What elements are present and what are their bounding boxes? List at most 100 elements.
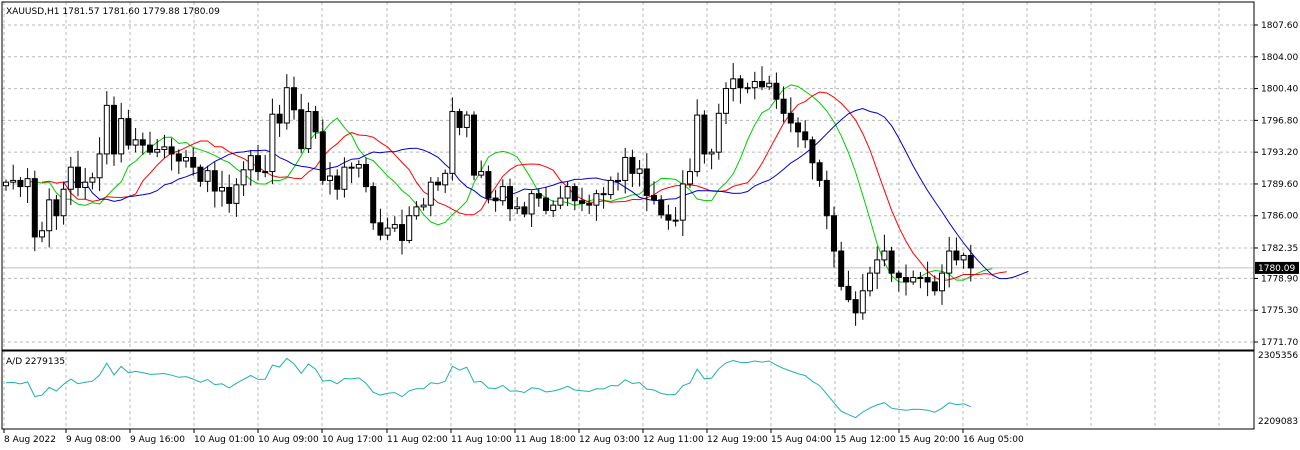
time-tick-label: 15 Aug 04:00 (771, 435, 832, 445)
candle (377, 222, 384, 236)
indicator-tick-label: 2305356 (1258, 351, 1298, 361)
current-price-label: 1780.09 (1258, 264, 1295, 274)
candle (852, 299, 859, 314)
time-tick-label: 8 Aug 2022 (4, 435, 56, 445)
candle (348, 166, 355, 169)
candle (737, 78, 744, 89)
price-axis: 1807.60 1804.00 1800.40 1796.80 1793.20 1789.… (1254, 21, 1299, 348)
candle (888, 250, 895, 274)
candle (492, 197, 499, 202)
candle (449, 111, 456, 174)
candle (305, 111, 312, 150)
candle (571, 186, 578, 202)
candle (82, 181, 89, 188)
candle (967, 254, 974, 269)
candle (291, 87, 297, 111)
candle (89, 177, 96, 183)
candle (651, 194, 657, 201)
candle (759, 81, 765, 88)
time-tick-label: 11 Aug 10:00 (451, 435, 512, 445)
main-grid (2, 2, 1254, 350)
candle (485, 171, 492, 199)
candle (543, 197, 549, 211)
price-tick-label: 1804.00 (1261, 53, 1298, 63)
candle (10, 179, 17, 183)
candle (197, 166, 204, 182)
candle (139, 139, 146, 146)
time-tick-label: 16 Aug 05:00 (963, 435, 1024, 445)
candle (168, 146, 175, 155)
time-tick-label: 12 Aug 19:00 (707, 435, 768, 445)
candle (247, 155, 254, 171)
candle (456, 111, 463, 128)
candle (478, 171, 485, 176)
candle (795, 122, 801, 133)
current-price-box (1255, 261, 1299, 274)
candle (859, 290, 866, 314)
candle (550, 204, 557, 211)
time-tick-label: 10 Aug 17:00 (322, 435, 383, 445)
candle (420, 204, 427, 208)
candle (895, 272, 902, 279)
candle (679, 183, 686, 221)
candle (643, 168, 650, 196)
candle (355, 164, 362, 169)
candle (161, 146, 168, 151)
candle (39, 230, 45, 238)
candle (103, 104, 110, 155)
candle (413, 206, 420, 217)
candle (564, 186, 571, 199)
candle (521, 206, 528, 215)
candle (903, 277, 909, 283)
candle (557, 197, 564, 206)
price-tick-label: 1778.90 (1261, 274, 1298, 284)
ma-red-line (41, 91, 1007, 282)
indicator-plot-frame (1, 350, 1255, 430)
time-tick-label: 10 Aug 09:00 (258, 435, 319, 445)
candle (427, 181, 434, 206)
candle (931, 281, 938, 292)
candle (787, 112, 794, 124)
candle (463, 114, 470, 128)
candle (471, 114, 477, 176)
candle (17, 179, 24, 188)
candle (593, 193, 600, 206)
candle (96, 153, 103, 179)
candle (370, 186, 377, 224)
candle (24, 178, 31, 188)
candle (298, 109, 305, 150)
candle (240, 169, 247, 186)
time-tick-label: 15 Aug 20:00 (899, 435, 960, 445)
candle (802, 131, 809, 141)
candle (636, 168, 643, 174)
candle (845, 285, 852, 301)
candle (607, 179, 614, 196)
candle (910, 277, 917, 283)
price-tick-label: 1771.70 (1261, 338, 1298, 348)
candle (3, 181, 9, 187)
candle (773, 82, 780, 100)
indicator-grid (3, 351, 1220, 429)
candle (283, 87, 290, 124)
time-tick-label: 11 Aug 02:00 (387, 435, 448, 445)
candle (874, 259, 881, 274)
time-axis: 8 Aug 2022 9 Aug 08:00 9 Aug 16:00 10 Aug 0… (3, 429, 1024, 445)
candle (75, 166, 81, 188)
candle (780, 98, 787, 114)
candle (953, 250, 960, 261)
price-tick-label: 1786.00 (1261, 212, 1298, 222)
candle (514, 206, 521, 210)
main-plot-frame (1, 1, 1255, 351)
candle (406, 215, 413, 241)
candle (622, 156, 629, 181)
candle (528, 193, 535, 215)
candle (334, 175, 341, 190)
candle (658, 199, 665, 216)
candle (687, 171, 693, 185)
candle (183, 156, 189, 162)
candle (831, 215, 837, 252)
candle (730, 78, 737, 90)
candle (701, 114, 708, 155)
candle (53, 199, 60, 217)
